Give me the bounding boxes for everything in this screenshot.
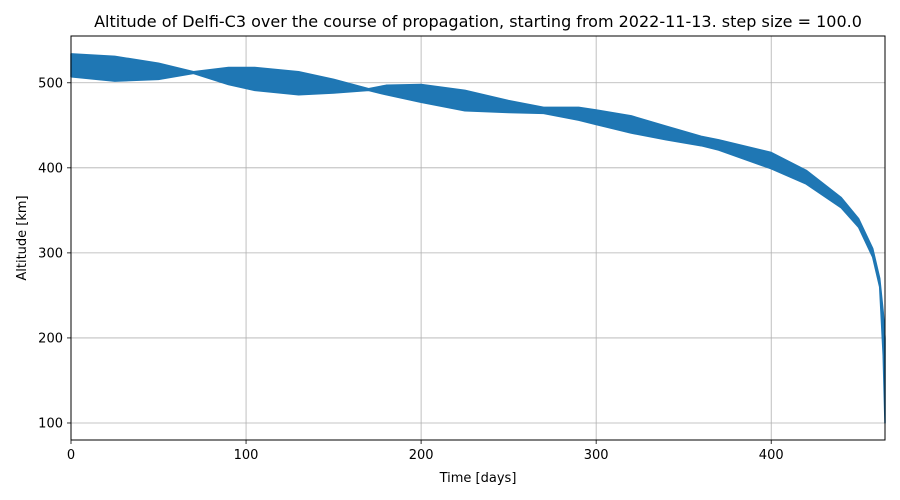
- y-tick-label: 100: [38, 416, 63, 431]
- x-tick-label: 200: [409, 448, 434, 463]
- y-tick-label: 300: [38, 246, 63, 261]
- x-tick-label: 100: [234, 448, 259, 463]
- y-tick-label: 500: [38, 76, 63, 91]
- x-tick-label: 400: [759, 448, 784, 463]
- x-tick-label: 0: [67, 448, 75, 463]
- x-axis-label: Time [days]: [439, 471, 517, 486]
- y-axis-label: Altitude [km]: [15, 195, 30, 280]
- x-tick-label: 300: [584, 448, 609, 463]
- x-axis-ticks: 0 100 200 300 400: [67, 440, 784, 463]
- plot-frame: [70, 35, 886, 441]
- y-tick-label: 200: [38, 331, 63, 346]
- y-axis-ticks: 100 200 300 400 500: [38, 76, 71, 431]
- chart-title: Altitude of Delfi-C3 over the course of …: [94, 12, 862, 31]
- y-tick-label: 400: [38, 161, 63, 176]
- grid-lines: [70, 36, 885, 440]
